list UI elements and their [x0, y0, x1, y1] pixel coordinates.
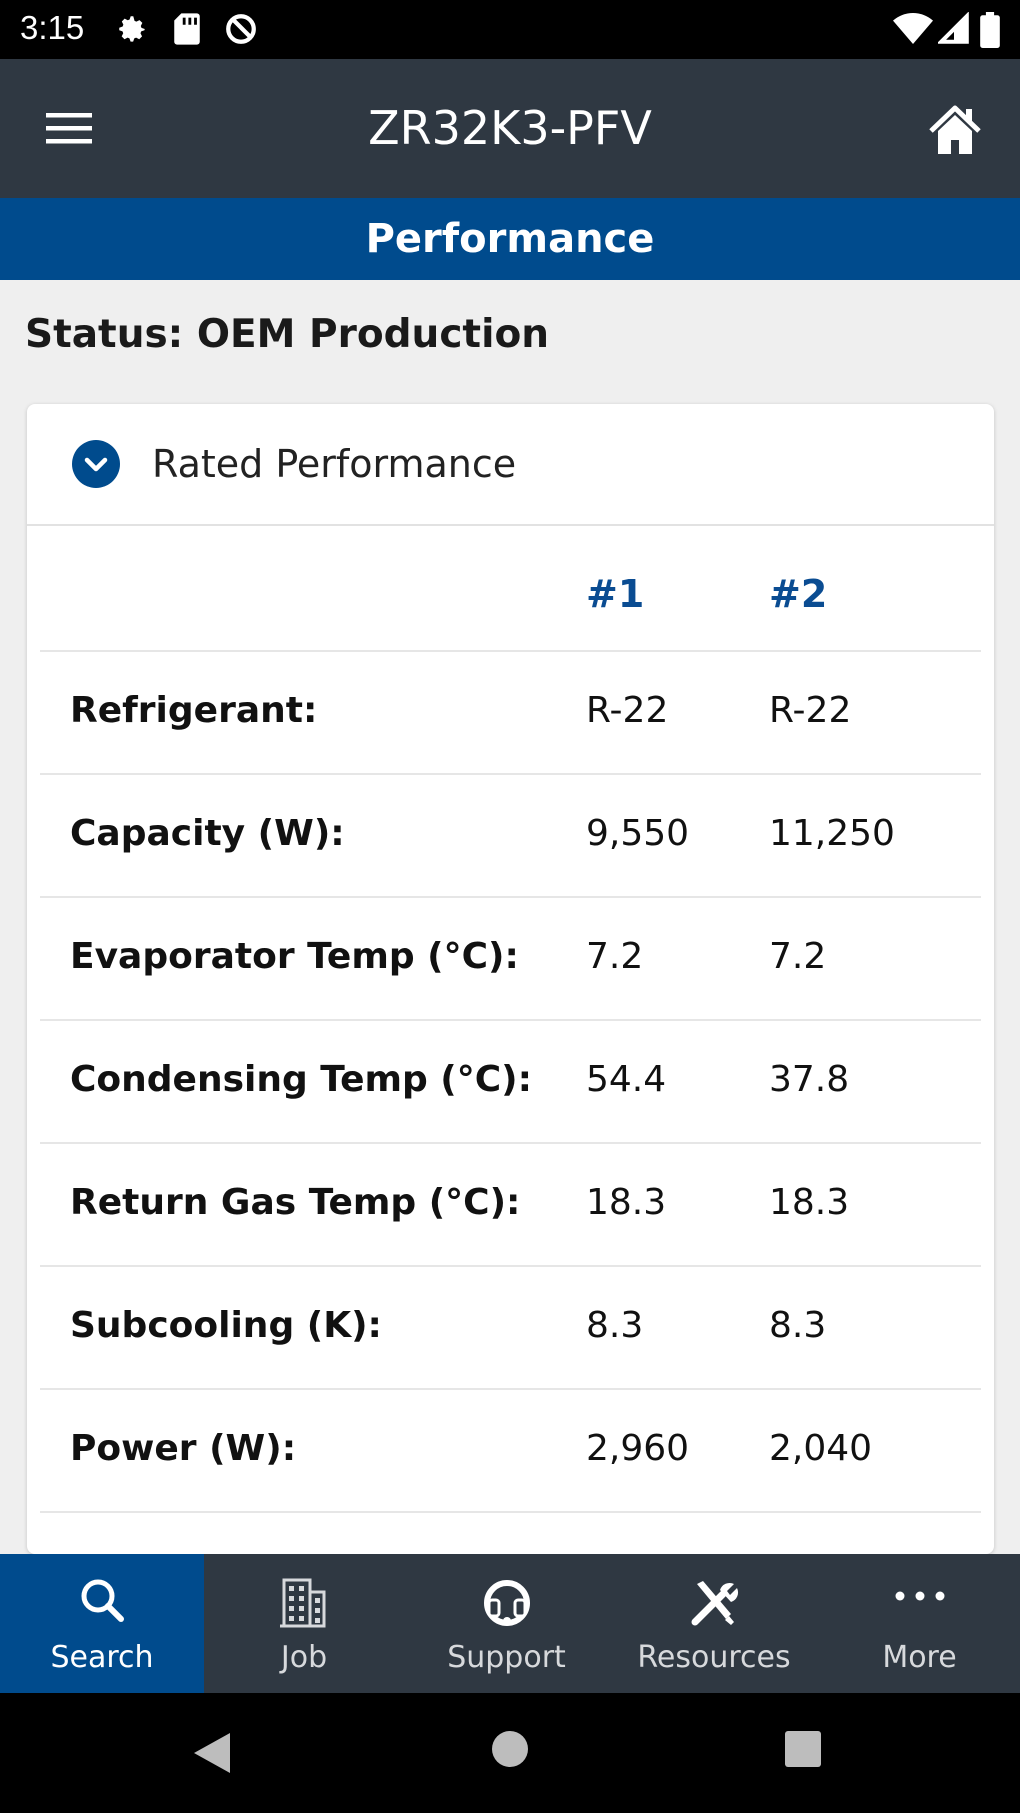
row-value-1: 8.3 — [586, 1305, 644, 1346]
row-label: Evaporator Temp (°C): — [70, 936, 519, 977]
signal-icon — [938, 12, 969, 44]
status-time: 3:15 — [20, 9, 85, 46]
row-value-2: R-22 — [769, 690, 852, 731]
recents-icon[interactable] — [784, 1730, 822, 1768]
rated-performance-toggle[interactable]: Rated Performance — [27, 404, 994, 526]
search-icon — [81, 1579, 124, 1622]
row-value-1: 2,960 — [586, 1428, 690, 1469]
row-value-2: 37.8 — [769, 1059, 850, 1100]
nav-more[interactable]: More — [819, 1554, 1020, 1693]
section-header: Performance — [0, 198, 1020, 280]
status-text: Status: OEM Production — [25, 312, 550, 357]
headset-icon — [483, 1580, 530, 1626]
row-value-1: 9,550 — [586, 813, 690, 854]
row-value-2: 7.2 — [769, 936, 827, 977]
row-label: Power (W): — [70, 1428, 297, 1469]
table-row: Power (W): 2,960 2,040 — [40, 1390, 981, 1513]
rated-performance-card: Rated Performance #1 #2 Refrigerant: R-2… — [27, 404, 994, 1554]
row-label: Refrigerant: — [70, 690, 318, 731]
back-icon[interactable] — [190, 1729, 234, 1777]
tools-icon — [691, 1581, 739, 1626]
nav-support[interactable]: Support — [404, 1554, 609, 1693]
table-row: Return Gas Temp (°C): 18.3 18.3 — [40, 1144, 981, 1267]
more-icon — [895, 1591, 944, 1601]
wifi-icon — [893, 13, 933, 44]
table-row: Refrigerant: R-22 R-22 — [40, 652, 981, 775]
performance-table: #1 #2 Refrigerant: R-22 R-22 Capacity (W… — [40, 524, 981, 1513]
row-label: Return Gas Temp (°C): — [70, 1182, 521, 1223]
table-row: Evaporator Temp (°C): 7.2 7.2 — [40, 898, 981, 1021]
row-value-2: 18.3 — [769, 1182, 850, 1223]
data-saver-icon — [226, 14, 256, 44]
nav-label: Resources — [637, 1640, 791, 1675]
nav-label: More — [882, 1640, 957, 1675]
nav-label: Search — [50, 1640, 154, 1675]
nav-label: Job — [280, 1640, 328, 1675]
row-value-1: 54.4 — [586, 1059, 667, 1100]
bottom-nav: Search Job Support Resources More — [0, 1554, 1020, 1693]
hamburger-menu-icon[interactable] — [40, 109, 100, 149]
nav-resources[interactable]: Resources — [609, 1554, 819, 1693]
home-icon[interactable] — [925, 101, 985, 159]
building-icon — [280, 1578, 326, 1628]
status-bar: 3:15 — [0, 0, 1020, 59]
table-row: Subcooling (K): 8.3 8.3 — [40, 1267, 981, 1390]
system-nav-bar — [0, 1693, 1020, 1813]
row-value-2: 8.3 — [769, 1305, 827, 1346]
table-header-row: #1 #2 — [40, 524, 981, 652]
row-label: Subcooling (K): — [70, 1305, 382, 1346]
table-row: Capacity (W): 9,550 11,250 — [40, 775, 981, 898]
column-header-2: #2 — [769, 572, 828, 616]
row-value-1: 18.3 — [586, 1182, 667, 1223]
page-title: ZR32K3-PFV — [368, 101, 652, 155]
table-row: Condensing Temp (°C): 54.4 37.8 — [40, 1021, 981, 1144]
card-title: Rated Performance — [152, 442, 517, 486]
battery-icon — [980, 12, 1000, 48]
row-label: Capacity (W): — [70, 813, 345, 854]
sd-card-icon — [174, 13, 200, 45]
nav-job[interactable]: Job — [204, 1554, 404, 1693]
home-circle-icon[interactable] — [490, 1729, 530, 1769]
gear-icon — [119, 16, 145, 42]
row-value-2: 2,040 — [769, 1428, 873, 1469]
row-value-1: R-22 — [586, 690, 669, 731]
column-header-1: #1 — [586, 572, 645, 616]
row-label: Condensing Temp (°C): — [70, 1059, 533, 1100]
nav-label: Support — [447, 1640, 566, 1675]
section-title: Performance — [365, 216, 655, 262]
chevron-down-icon[interactable] — [72, 440, 120, 488]
row-value-2: 11,250 — [769, 813, 895, 854]
row-value-1: 7.2 — [586, 936, 644, 977]
nav-search[interactable]: Search — [0, 1554, 204, 1693]
app-bar: ZR32K3-PFV — [0, 59, 1020, 198]
